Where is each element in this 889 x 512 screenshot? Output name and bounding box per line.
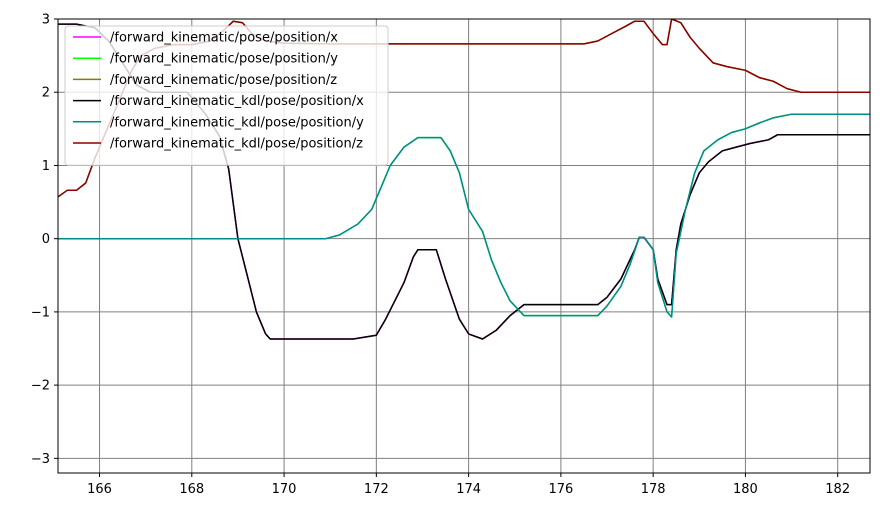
legend-label: /forward_kinematic/pose/position/z bbox=[110, 73, 337, 88]
legend: /forward_kinematic/pose/position/x/forwa… bbox=[64, 25, 389, 166]
x-tick-label: 182 bbox=[825, 482, 850, 497]
legend-box bbox=[64, 25, 389, 166]
y-tick-label: −2 bbox=[31, 379, 50, 394]
x-tick-label: 172 bbox=[364, 482, 389, 497]
y-tick-label: −1 bbox=[31, 305, 50, 320]
axis-ticks: 166 168 170 172 174 176 178 180 182 3 2 1 0 −1 −2 −3 bbox=[31, 13, 850, 498]
legend-label: /forward_kinematic/pose/position/x bbox=[110, 31, 338, 46]
x-tick-label: 180 bbox=[733, 482, 758, 497]
series-line-4 bbox=[58, 113, 870, 318]
y-tick-label: 0 bbox=[42, 232, 50, 247]
x-tick-label: 168 bbox=[179, 482, 204, 497]
x-tick-label: 174 bbox=[456, 482, 481, 497]
legend-label: /forward_kinematic/pose/position/y bbox=[110, 52, 338, 67]
x-tick-label: 166 bbox=[87, 482, 112, 497]
y-tick-label: 1 bbox=[42, 159, 50, 174]
x-tick-label: 170 bbox=[272, 482, 297, 497]
legend-label: /forward_kinematic_kdl/pose/position/y bbox=[110, 115, 364, 130]
y-tick-label: 2 bbox=[42, 86, 50, 101]
y-tick-label: 3 bbox=[42, 13, 50, 28]
legend-label: /forward_kinematic_kdl/pose/position/x bbox=[110, 94, 364, 109]
plot-frame bbox=[57, 18, 871, 474]
y-tick-label: −3 bbox=[31, 452, 50, 467]
x-tick-label: 176 bbox=[548, 482, 573, 497]
x-tick-label: 178 bbox=[641, 482, 666, 497]
legend-label: /forward_kinematic_kdl/pose/position/z bbox=[110, 137, 363, 152]
